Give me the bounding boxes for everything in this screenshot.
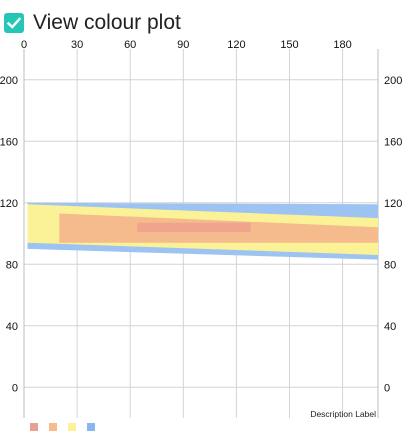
chart-heatmap-bands <box>27 202 379 260</box>
y-tick-label-right-160: 160 <box>384 136 402 148</box>
x-tick-label-120: 120 <box>227 39 245 51</box>
x-tick-label-180: 180 <box>333 39 351 51</box>
x-tick-label-0: 0 <box>21 39 27 51</box>
y-tick-label-left-160: 160 <box>0 136 18 148</box>
y-tick-label-left-40: 40 <box>6 321 18 333</box>
legend-swatch-2 <box>49 423 57 431</box>
x-tick-label-90: 90 <box>177 39 189 51</box>
heatmap-band-level-1 <box>137 222 251 232</box>
y-tick-label-left-80: 80 <box>6 259 18 271</box>
legend-swatch-3 <box>68 423 76 431</box>
description-label: Description Label <box>310 409 376 419</box>
chart-legend <box>30 423 95 431</box>
x-tick-label-60: 60 <box>124 39 136 51</box>
y-tick-label-left-120: 120 <box>0 198 18 210</box>
legend-swatch-1 <box>30 423 38 431</box>
view-colour-plot-label: View colour plot <box>33 11 181 34</box>
y-tick-label-left-0: 0 <box>12 382 18 394</box>
y-tick-label-left-200: 200 <box>0 75 18 87</box>
colour-plot-chart[interactable]: 0 30 60 90 120 150 180 0 0 40 40 80 80 120 120 160 160 20… <box>0 36 403 438</box>
y-tick-label-right-120: 120 <box>384 198 402 210</box>
y-tick-label-right-200: 200 <box>384 75 402 87</box>
view-colour-plot-checkbox[interactable] <box>4 13 24 33</box>
view-colour-plot-checkbox-row[interactable]: View colour plot <box>4 10 181 36</box>
x-tick-label-30: 30 <box>71 39 83 51</box>
checkmark-icon <box>6 17 22 29</box>
legend-swatch-4 <box>87 423 95 431</box>
chart-tick-labels: 0 30 60 90 120 150 180 0 0 40 40 80 80 120 120 160 160 20… <box>0 39 402 394</box>
x-tick-label-150: 150 <box>280 39 298 51</box>
y-tick-label-right-0: 0 <box>384 382 390 394</box>
y-tick-label-right-40: 40 <box>384 321 396 333</box>
y-tick-label-right-80: 80 <box>384 259 396 271</box>
